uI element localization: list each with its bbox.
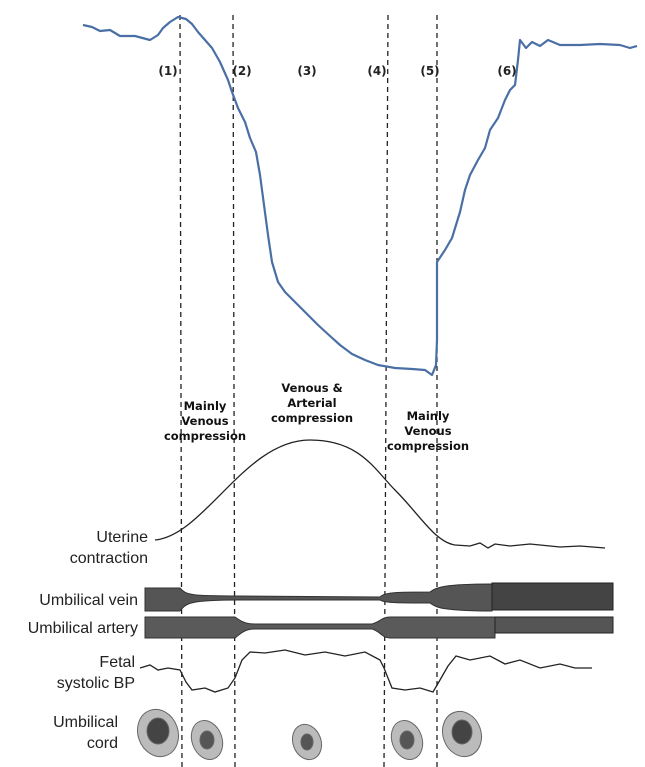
contraction-curve (154, 439, 606, 549)
row-label: Umbilical (53, 714, 118, 731)
cord-icon-core (451, 719, 473, 745)
annotation: Arterial (287, 396, 336, 410)
separator (232, 14, 236, 767)
trace (82, 15, 638, 377)
row-label: Uterine (96, 529, 148, 546)
row-label: Fetal (99, 654, 135, 671)
umbilical-artery (144, 616, 496, 639)
annotation: Venous (404, 424, 451, 438)
annotation: Mainly (407, 409, 450, 423)
annotation: compression (271, 411, 353, 425)
phase-label: (5) (420, 64, 439, 78)
cord-icon-core (146, 717, 170, 745)
phase-label: (6) (497, 64, 516, 78)
separator (383, 14, 389, 767)
separator (179, 14, 183, 767)
umbilical-vein (144, 583, 493, 612)
phase-label: (1) (158, 64, 177, 78)
annotation: compression (164, 429, 246, 443)
bp-trace (139, 649, 592, 693)
row-label: Umbilical artery (28, 620, 138, 637)
row-label: systolic BP (57, 675, 135, 692)
row-label: contraction (70, 550, 148, 567)
annotation: Mainly (184, 399, 227, 413)
row-label: Umbilical vein (39, 592, 138, 609)
cord-icon-core (399, 730, 415, 750)
annotation: Venous & (281, 381, 342, 395)
cord-icons (136, 708, 483, 761)
umbilical-vein-segment (491, 582, 614, 611)
phase-label: (4) (367, 64, 386, 78)
cord-icon-core (300, 733, 314, 751)
phase-label: (2) (232, 64, 251, 78)
annotation: Venous (181, 414, 228, 428)
annotation: compression (387, 439, 469, 453)
cord-icon-core (199, 730, 215, 750)
row-label: cord (87, 735, 118, 752)
umbilical-artery-segment (494, 616, 614, 634)
phase-label: (3) (297, 64, 316, 78)
